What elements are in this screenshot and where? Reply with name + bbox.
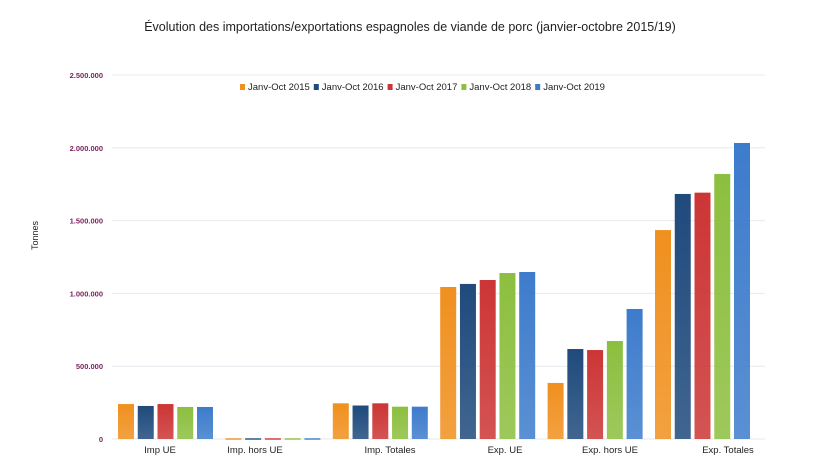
bar bbox=[372, 403, 389, 439]
bar bbox=[352, 405, 369, 439]
x-category-label: Exp. hors UE bbox=[582, 445, 638, 456]
x-category-label: Exp. UE bbox=[488, 445, 523, 456]
y-tick-label: 1.500.000 bbox=[70, 217, 103, 226]
bar bbox=[245, 438, 262, 440]
bar bbox=[225, 438, 242, 440]
chart-title: Évolution des importations/exportations … bbox=[144, 20, 676, 34]
bar bbox=[392, 406, 409, 439]
y-tick-label: 2.500.000 bbox=[70, 71, 103, 80]
bar bbox=[137, 405, 154, 439]
bar bbox=[411, 406, 428, 439]
x-category-label: Imp. Totales bbox=[364, 445, 415, 456]
bar bbox=[264, 438, 281, 440]
legend-swatch bbox=[387, 84, 393, 90]
legend-swatch bbox=[461, 84, 467, 90]
bar bbox=[118, 404, 134, 439]
bar bbox=[587, 350, 604, 439]
bar bbox=[734, 142, 750, 440]
bar bbox=[714, 174, 731, 439]
legend-swatch bbox=[240, 84, 245, 90]
bar bbox=[284, 438, 301, 440]
bar bbox=[626, 308, 643, 439]
bar bbox=[519, 271, 536, 439]
bar bbox=[479, 280, 496, 439]
bar bbox=[459, 283, 476, 439]
y-tick-label: 500.000 bbox=[76, 362, 103, 371]
legend-entry: Janv-Oct 2016 bbox=[322, 82, 384, 93]
legend-entry: Janv-Oct 2017 bbox=[396, 82, 458, 93]
x-category-label: Imp. hors UE bbox=[227, 445, 282, 456]
bar bbox=[332, 403, 349, 439]
x-category-label: Exp. Totales bbox=[702, 445, 754, 456]
bar bbox=[499, 273, 516, 439]
bar bbox=[674, 193, 691, 439]
bar bbox=[440, 286, 457, 439]
y-tick-label: 0 bbox=[99, 435, 103, 444]
legend-entry: Janv-Oct 2018 bbox=[469, 82, 531, 93]
legend-swatch bbox=[313, 84, 319, 90]
bar bbox=[304, 438, 321, 440]
x-category-label: Imp UE bbox=[144, 445, 176, 456]
y-tick-label: 2.000.000 bbox=[70, 144, 103, 153]
legend-swatch bbox=[535, 84, 541, 90]
bar bbox=[197, 406, 213, 439]
bar bbox=[606, 341, 623, 439]
bar bbox=[547, 382, 564, 439]
bar bbox=[157, 404, 174, 439]
bar bbox=[177, 406, 194, 439]
bar bbox=[655, 230, 671, 439]
legend-entry: Janv-Oct 2015 bbox=[248, 82, 310, 93]
bar bbox=[694, 192, 711, 439]
bar bbox=[567, 349, 584, 439]
legend-entry: Janv-Oct 2019 bbox=[543, 82, 605, 93]
y-tick-label: 1.000.000 bbox=[70, 289, 103, 298]
